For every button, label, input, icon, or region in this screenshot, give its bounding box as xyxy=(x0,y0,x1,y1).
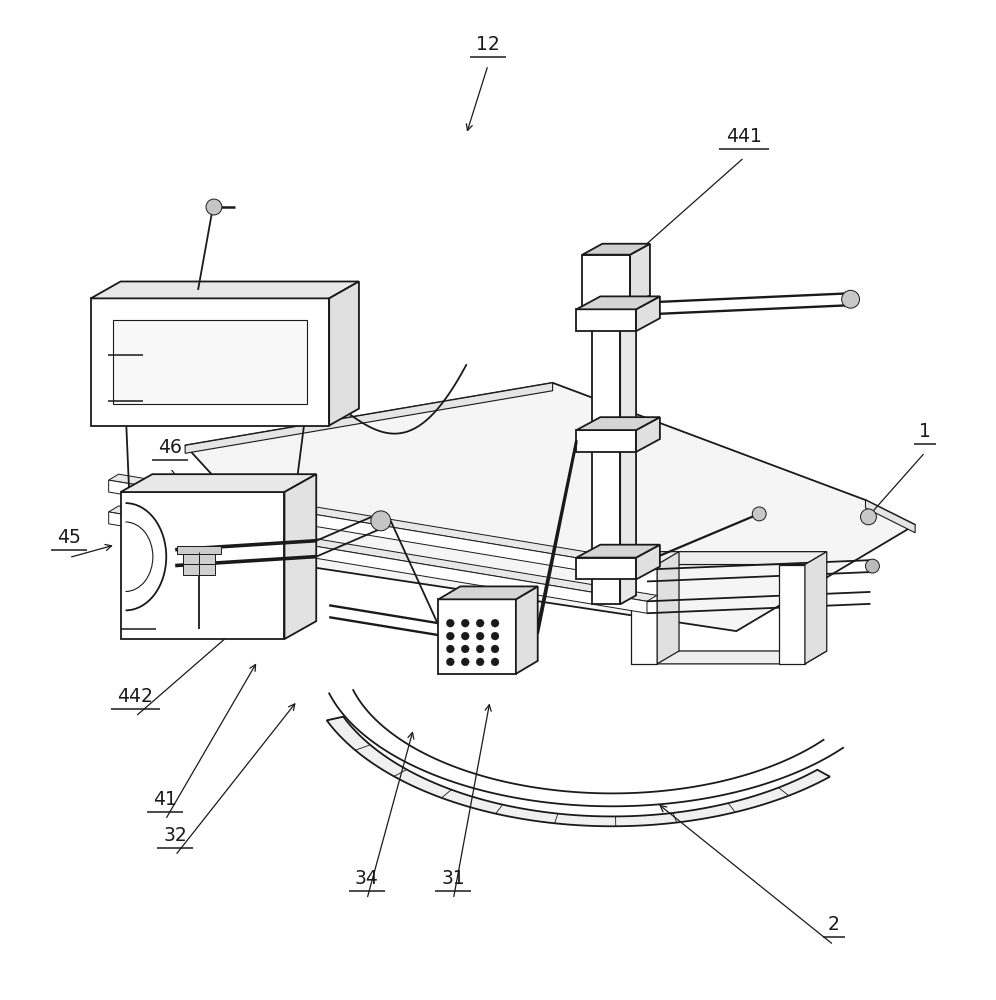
Polygon shape xyxy=(329,281,359,426)
Polygon shape xyxy=(109,480,647,581)
Circle shape xyxy=(491,619,499,627)
Polygon shape xyxy=(779,565,805,664)
Circle shape xyxy=(371,511,390,531)
Polygon shape xyxy=(593,302,636,311)
Circle shape xyxy=(476,619,484,627)
Circle shape xyxy=(446,645,454,653)
Text: 441: 441 xyxy=(726,127,762,146)
Text: 1: 1 xyxy=(919,422,931,441)
Polygon shape xyxy=(577,309,636,331)
Text: 2: 2 xyxy=(828,915,840,934)
Polygon shape xyxy=(577,417,660,430)
Circle shape xyxy=(476,658,484,666)
Polygon shape xyxy=(631,552,827,565)
Polygon shape xyxy=(91,298,329,426)
Circle shape xyxy=(461,645,469,653)
Text: 46: 46 xyxy=(158,438,182,457)
Polygon shape xyxy=(621,302,636,604)
Circle shape xyxy=(861,509,876,525)
Circle shape xyxy=(866,559,879,573)
Polygon shape xyxy=(805,552,827,664)
Polygon shape xyxy=(631,651,827,664)
Polygon shape xyxy=(636,417,660,452)
Polygon shape xyxy=(109,474,657,570)
Circle shape xyxy=(491,645,499,653)
Polygon shape xyxy=(185,383,915,631)
Polygon shape xyxy=(631,565,657,664)
Circle shape xyxy=(446,658,454,666)
Text: 12: 12 xyxy=(476,35,500,54)
Polygon shape xyxy=(636,296,660,331)
Circle shape xyxy=(752,507,766,521)
Circle shape xyxy=(446,619,454,627)
Circle shape xyxy=(476,645,484,653)
Circle shape xyxy=(461,658,469,666)
Text: 42: 42 xyxy=(114,379,137,398)
Polygon shape xyxy=(438,586,538,599)
Polygon shape xyxy=(121,474,317,492)
Circle shape xyxy=(446,632,454,640)
Text: 31: 31 xyxy=(441,869,465,888)
Polygon shape xyxy=(577,545,660,558)
Polygon shape xyxy=(630,244,650,306)
Text: 34: 34 xyxy=(355,869,378,888)
Polygon shape xyxy=(577,558,636,579)
Polygon shape xyxy=(657,552,679,664)
Polygon shape xyxy=(109,506,657,601)
Polygon shape xyxy=(438,599,516,674)
Polygon shape xyxy=(177,546,221,554)
Circle shape xyxy=(461,619,469,627)
Text: 43: 43 xyxy=(114,333,137,352)
Circle shape xyxy=(491,658,499,666)
Polygon shape xyxy=(327,717,830,826)
Polygon shape xyxy=(866,500,915,533)
Polygon shape xyxy=(121,492,285,639)
Text: 442: 442 xyxy=(118,687,153,706)
Text: 41: 41 xyxy=(153,790,177,809)
Text: 44: 44 xyxy=(126,607,150,626)
Polygon shape xyxy=(583,244,650,255)
Polygon shape xyxy=(577,296,660,309)
Polygon shape xyxy=(593,311,621,604)
Circle shape xyxy=(842,290,860,308)
Circle shape xyxy=(476,632,484,640)
Polygon shape xyxy=(185,383,553,453)
Polygon shape xyxy=(636,545,660,579)
Polygon shape xyxy=(183,552,215,575)
Polygon shape xyxy=(113,320,308,404)
Polygon shape xyxy=(577,430,636,452)
Text: 45: 45 xyxy=(57,528,81,547)
Polygon shape xyxy=(583,255,630,306)
Polygon shape xyxy=(109,512,647,613)
Circle shape xyxy=(461,632,469,640)
Polygon shape xyxy=(285,474,317,639)
Circle shape xyxy=(491,632,499,640)
Polygon shape xyxy=(516,586,538,674)
Text: 32: 32 xyxy=(163,826,187,845)
Polygon shape xyxy=(91,281,359,298)
Circle shape xyxy=(206,199,222,215)
